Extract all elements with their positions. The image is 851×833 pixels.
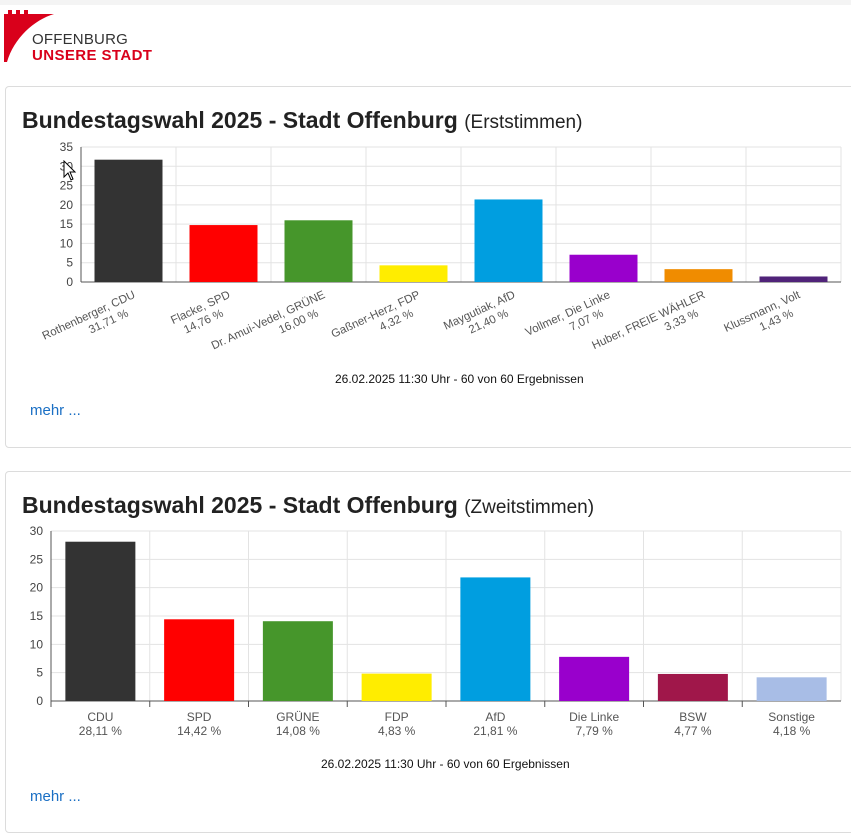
data-label: 4,18 % xyxy=(773,724,811,738)
data-label: 14,42 % xyxy=(177,724,221,738)
bar xyxy=(164,619,235,701)
y-tick-label: 0 xyxy=(66,275,73,289)
y-tick-label: 25 xyxy=(60,179,74,193)
bar xyxy=(657,673,728,701)
x-tick-label: GRÜNE xyxy=(276,710,319,724)
data-label: 7,79 % xyxy=(575,724,613,738)
bar xyxy=(664,269,733,282)
chart-title: Bundestagswahl 2025 - Stadt Offenburg (Z… xyxy=(22,492,595,518)
top-strip xyxy=(0,0,851,5)
bar xyxy=(94,159,163,282)
bar xyxy=(759,276,828,282)
y-tick-label: 35 xyxy=(60,140,74,154)
chart-card-erststimmen: Bundestagswahl 2025 - Stadt Offenburg (E… xyxy=(5,86,851,448)
x-tick-label: Sonstige xyxy=(768,710,815,724)
chart-card-zweitstimmen: Bundestagswahl 2025 - Stadt Offenburg (Z… xyxy=(5,471,851,833)
y-tick-label: 5 xyxy=(36,666,43,680)
bar xyxy=(361,673,432,701)
data-label: 4,83 % xyxy=(378,724,416,738)
bar xyxy=(569,254,638,282)
y-tick-label: 15 xyxy=(60,217,74,231)
y-tick-label: 15 xyxy=(30,609,44,623)
chart-title: Bundestagswahl 2025 - Stadt Offenburg (E… xyxy=(22,107,583,133)
data-label: 21,81 % xyxy=(473,724,517,738)
y-tick-label: 5 xyxy=(66,256,73,270)
y-tick-label: 10 xyxy=(30,637,44,651)
y-tick-label: 25 xyxy=(30,552,44,566)
more-link[interactable]: mehr ... xyxy=(30,402,81,419)
y-tick-label: 20 xyxy=(60,198,74,212)
x-tick-label: Die Linke xyxy=(569,710,619,724)
y-tick-label: 10 xyxy=(60,236,74,250)
more-link[interactable]: mehr ... xyxy=(30,788,81,805)
logo-line-2: UNSERE STADT xyxy=(32,47,153,64)
logo-line-1: OFFENBURG xyxy=(32,31,128,48)
bar xyxy=(756,677,827,701)
data-label: 4,77 % xyxy=(674,724,712,738)
bar xyxy=(559,656,630,701)
bar xyxy=(284,220,353,282)
bar xyxy=(379,265,448,282)
bar xyxy=(65,541,136,701)
x-tick-label: CDU xyxy=(87,710,113,724)
x-tick-label: SPD xyxy=(187,710,212,724)
chart-footnote: 26.02.2025 11:30 Uhr - 60 von 60 Ergebni… xyxy=(321,757,570,771)
bar xyxy=(474,199,543,282)
y-tick-label: 0 xyxy=(36,694,43,708)
data-label: 28,11 % xyxy=(79,724,122,738)
x-tick-label: AfD xyxy=(485,710,505,724)
offenburg-logo[interactable]: OFFENBURG UNSERE STADT xyxy=(4,6,164,66)
data-label: 14,08 % xyxy=(276,724,320,738)
bar xyxy=(262,621,333,701)
logo-emblem-icon xyxy=(4,10,54,62)
chart-footnote: 26.02.2025 11:30 Uhr - 60 von 60 Ergebni… xyxy=(335,372,584,386)
bar xyxy=(189,225,258,282)
bar xyxy=(460,577,531,701)
y-tick-label: 30 xyxy=(30,524,44,538)
mouse-cursor-icon xyxy=(63,160,77,181)
x-tick-label: BSW xyxy=(679,710,707,724)
x-tick-label: FDP xyxy=(385,710,409,724)
y-tick-label: 20 xyxy=(30,581,44,595)
